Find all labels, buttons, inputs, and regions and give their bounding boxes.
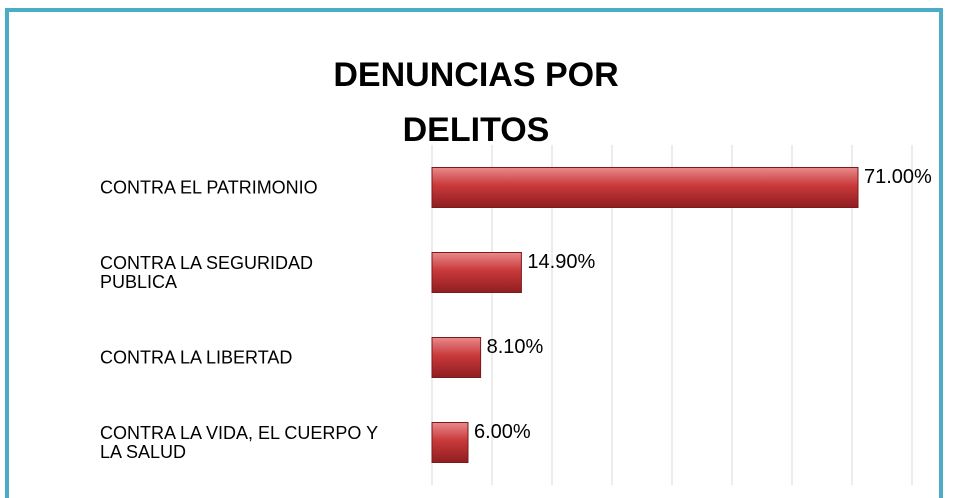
value-label: 14.90% — [527, 251, 595, 273]
category-label: CONTRA EL PATRIMONIO — [100, 177, 318, 197]
category-label: CONTRA LA SEGURIDAD PUBLICA — [100, 252, 314, 292]
chart-title: DENUNCIAS POR — [333, 56, 618, 94]
value-label: 8.10% — [487, 336, 544, 358]
bar — [431, 167, 859, 208]
category-label: CONTRA LA VIDA, EL CUERPO Y LA SALUD — [100, 422, 378, 462]
bar — [431, 252, 522, 293]
value-label: 6.00% — [474, 421, 531, 443]
category-label: CONTRA LA LIBERTAD — [100, 347, 293, 367]
bar — [431, 422, 469, 463]
chart-border — [5, 8, 943, 498]
chart-title: DELITOS — [403, 111, 550, 149]
bar — [431, 337, 482, 378]
value-label: 71.00% — [864, 166, 932, 188]
